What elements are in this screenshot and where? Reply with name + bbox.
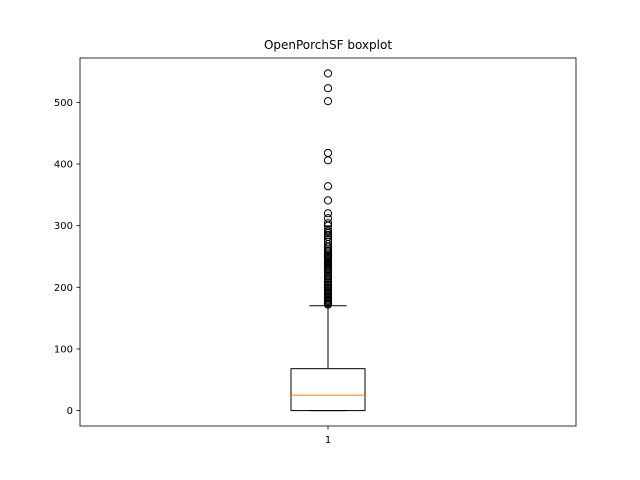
y-tick-label: 0 — [67, 406, 73, 417]
outlier-point — [323, 219, 333, 228]
outlier-point — [323, 97, 333, 106]
axes-frame — [79, 57, 577, 427]
plot-area: 0 100 200 300 400 500 1 — [54, 57, 577, 446]
outlier-point — [323, 209, 333, 218]
outlier-point — [323, 182, 333, 191]
outlier-point — [323, 84, 333, 93]
outlier-point — [323, 196, 333, 205]
outlier-point — [323, 69, 333, 78]
x-tick-label: 1 — [325, 435, 331, 446]
outlier-point — [323, 235, 333, 244]
y-tick-label: 300 — [54, 221, 73, 232]
outlier-point — [323, 148, 333, 158]
iqr-box — [290, 368, 366, 412]
outlier-point — [323, 214, 333, 223]
y-tick-label: 200 — [54, 283, 73, 294]
outlier-point — [323, 225, 333, 234]
y-tick-label: 400 — [54, 160, 73, 171]
y-tick-label: 100 — [54, 344, 73, 355]
chart-title: OpenPorchSF boxplot — [264, 38, 392, 52]
y-tick-label: 500 — [54, 98, 73, 109]
